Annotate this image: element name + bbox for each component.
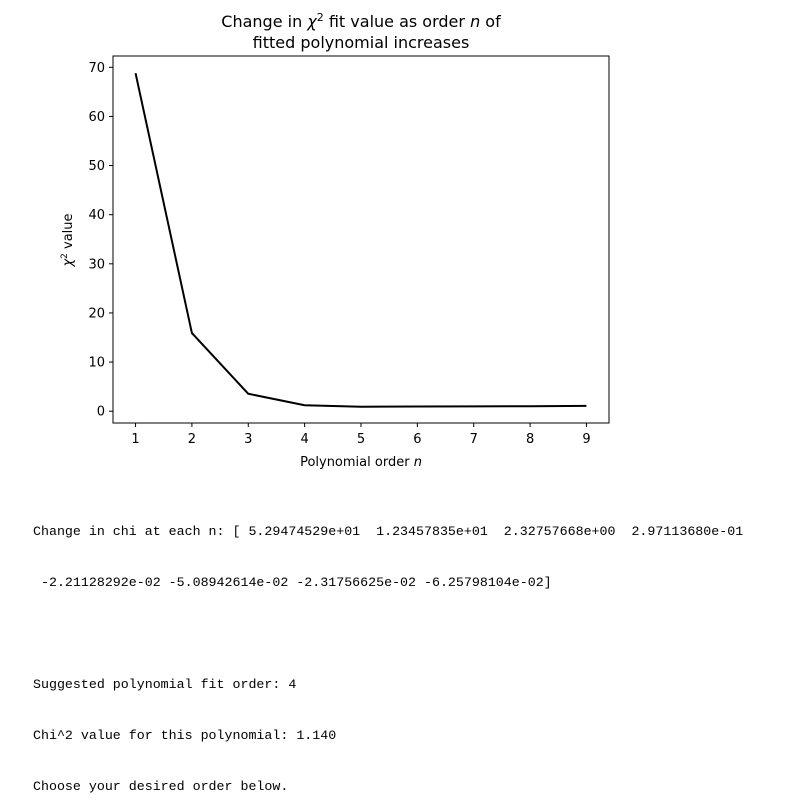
series-line-chi2 [136, 73, 587, 406]
series-points [136, 73, 587, 407]
plot-area-frame [113, 56, 609, 423]
x-tick-label: 5 [357, 432, 365, 447]
x-axis-label: Polynomial order n [300, 455, 422, 470]
x-tick-label: 3 [244, 432, 252, 447]
chart-title-line2: fitted polynomial increases [253, 33, 470, 52]
console-line-change-1: Change in chi at each n: [ 5.29474529e+0… [33, 523, 793, 540]
chi-squared-chart: Change in χ2 fit value as order n of fit… [0, 0, 800, 480]
x-axis-ticks: 1 2 3 4 5 6 7 8 9 [131, 423, 590, 447]
x-tick-label: 2 [188, 432, 196, 447]
y-axis-label: χ2 value [60, 213, 76, 267]
console-line-suggested-order: Suggested polynomial fit order: 4 [33, 676, 793, 693]
x-tick-label: 7 [470, 432, 478, 447]
y-tick-label: 60 [88, 110, 105, 125]
chart-title-line1: Change in χ2 fit value as order n of [221, 11, 501, 32]
console-line-change-2: -2.21128292e-02 -5.08942614e-02 -2.31756… [33, 574, 793, 591]
y-tick-label: 0 [97, 405, 105, 420]
x-tick-label: 4 [300, 432, 308, 447]
console-output: Change in chi at each n: [ 5.29474529e+0… [33, 489, 793, 812]
y-axis-ticks: 0 10 20 30 40 50 60 70 [88, 61, 113, 420]
y-tick-label: 10 [88, 356, 105, 371]
y-tick-label: 30 [88, 257, 105, 272]
y-tick-label: 40 [88, 208, 105, 223]
x-tick-label: 1 [131, 432, 139, 447]
y-tick-label: 50 [88, 159, 105, 174]
y-tick-label: 20 [88, 306, 105, 321]
console-line-chi2-value: Chi^2 value for this polynomial: 1.140 [33, 727, 793, 744]
y-tick-label: 70 [88, 61, 105, 76]
x-tick-label: 9 [582, 432, 590, 447]
x-tick-label: 8 [526, 432, 534, 447]
console-line-blank [33, 625, 793, 642]
console-line-prompt: Choose your desired order below. [33, 778, 793, 795]
x-tick-label: 6 [413, 432, 421, 447]
